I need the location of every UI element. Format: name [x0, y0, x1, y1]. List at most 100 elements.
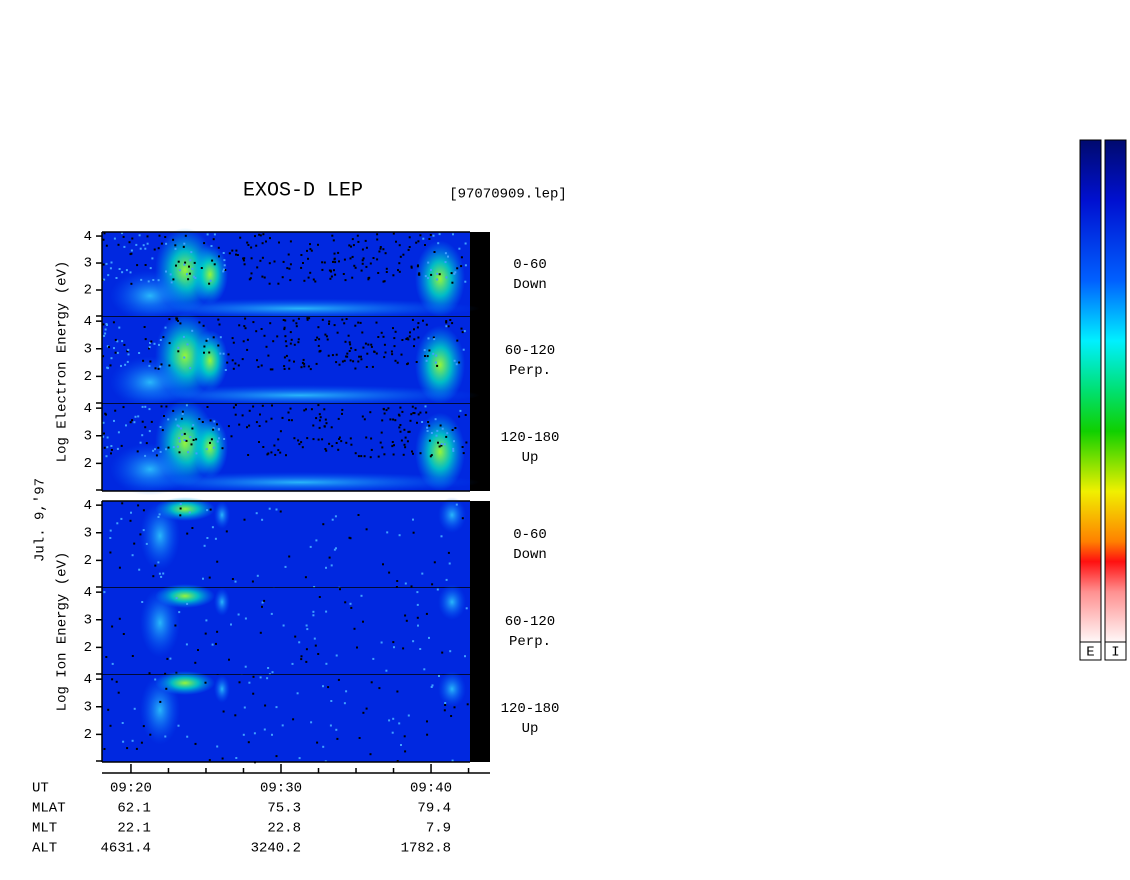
spectrogram-pixel: [330, 270, 332, 273]
spectrogram-pixel: [107, 274, 110, 277]
spectrogram-pixel: [144, 405, 147, 408]
spectrogram-pixel: [335, 353, 338, 356]
spectrogram-pixel: [445, 325, 448, 328]
spectrogram-pixel: [213, 233, 216, 236]
spectrogram-pixel: [361, 248, 364, 251]
panel-direction: Up: [522, 450, 539, 466]
spectrogram-pixel: [128, 241, 131, 244]
spectrogram-pixel: [325, 662, 328, 665]
spectrogram-pixel: [193, 261, 196, 264]
spectrogram-pixel: [391, 353, 394, 356]
spectrogram-pixel: [265, 345, 268, 348]
spectrogram-pixel: [212, 427, 215, 430]
spectrogram-pixel: [214, 537, 217, 540]
spectrogram-pixel: [318, 419, 321, 422]
spectrogram-pixel: [350, 245, 352, 248]
spectrogram-pixel: [318, 338, 321, 341]
spectrogram-pixel: [398, 426, 401, 429]
spectrogram-pixel: [222, 268, 225, 271]
spectrogram-pixel: [376, 258, 379, 261]
spectrogram-pixel: [324, 418, 327, 421]
spectrogram-pixel: [412, 452, 414, 455]
spectrogram-pixel: [243, 706, 246, 709]
spectrogram-pixel: [234, 362, 237, 365]
spectrogram-pixel: [446, 432, 449, 435]
spectrogram-pixel: [428, 349, 431, 352]
spectrogram-pixel: [279, 430, 282, 433]
spectrogram-pixel: [271, 733, 273, 736]
spectrogram-pixel: [376, 238, 379, 241]
color-bar-label: E: [1086, 645, 1094, 661]
panel-range: 120-180: [501, 430, 560, 446]
spectrogram-pixel: [247, 454, 250, 456]
spectrogram-feature: [214, 675, 230, 703]
y-tick-label: 2: [84, 727, 92, 743]
y-tick-label: 4: [84, 498, 92, 514]
spectrogram-pixel: [125, 269, 128, 272]
spectrogram-pixel: [111, 678, 114, 681]
spectrogram-pixel: [268, 673, 271, 676]
spectrogram-pixel: [103, 591, 106, 594]
spectrogram-pixel: [142, 244, 145, 247]
x-tick-label: 09:30: [260, 781, 302, 797]
spectrogram-pixel: [465, 441, 468, 444]
spectrogram-pixel: [211, 259, 214, 262]
spectrogram-pixel: [110, 445, 113, 447]
spectrogram-pixel: [361, 259, 364, 262]
spectrogram-pixel: [165, 242, 168, 245]
spectrogram-pixel: [222, 270, 225, 273]
spectrogram-pixel: [301, 361, 304, 364]
spectrogram-pixel: [208, 759, 211, 762]
spectrogram-pixel: [111, 662, 114, 665]
spectrogram-pixel: [265, 240, 267, 243]
spectrogram-pixel: [223, 438, 226, 440]
ephemeris-label: UT: [32, 781, 49, 797]
spectrogram-pixel: [183, 439, 186, 442]
spectrogram-pixel: [120, 444, 123, 447]
spectrogram-pixel: [263, 728, 266, 731]
spectrogram-pixel: [248, 681, 251, 684]
spectrogram-pixel: [107, 367, 109, 370]
spectrogram-pixel: [422, 237, 425, 240]
spectrogram-pixel: [291, 662, 294, 665]
spectrogram-pixel: [181, 433, 184, 436]
spectrogram-pixel: [131, 739, 134, 742]
spectrogram-pixel: [149, 360, 152, 363]
spectrogram-pixel: [164, 236, 167, 238]
spectrogram-pixel: [157, 516, 160, 518]
spectrogram-pixel: [365, 265, 368, 268]
spectrogram-pixel: [398, 244, 401, 247]
spectrogram-pixel: [303, 409, 306, 412]
spectrogram-pixel: [447, 255, 449, 258]
spectrogram-pixel: [398, 270, 401, 273]
spectrogram-pixel: [208, 351, 211, 354]
spectrogram-pixel: [110, 357, 113, 360]
spectrogram-pixel: [126, 350, 129, 353]
spectrogram-pixel: [369, 411, 372, 414]
spectrogram-pixel: [333, 257, 336, 260]
spectrogram-pixel: [135, 747, 138, 750]
spectrogram-pixel: [330, 564, 333, 567]
spectrogram-pixel: [417, 336, 420, 339]
spectrogram-pixel: [135, 243, 138, 246]
spectrogram-pixel: [450, 272, 453, 275]
spectrogram-pixel: [130, 511, 132, 514]
spectrogram-pixel: [406, 363, 409, 366]
spectrogram-pixel: [218, 323, 221, 326]
spectrogram-pixel: [222, 352, 225, 355]
spectrogram-pixel: [169, 273, 172, 276]
spectrogram-pixel: [300, 441, 303, 444]
spectrogram-pixel: [436, 429, 439, 432]
spectrogram-pixel: [246, 348, 249, 351]
spectrogram-pixel: [460, 327, 463, 330]
spectrogram-pixel: [284, 340, 287, 343]
spectrogram-pixel: [226, 361, 229, 364]
spectrogram-pixel: [261, 275, 264, 278]
spectrogram-pixel: [301, 446, 304, 449]
spectrogram-feature: [120, 298, 480, 319]
spectrogram-pixel: [170, 281, 173, 284]
spectrogram-pixel: [407, 714, 410, 717]
spectrogram-pixel: [259, 234, 262, 237]
spectrogram-pixel: [328, 322, 330, 325]
spectrogram-pixel: [423, 668, 426, 671]
